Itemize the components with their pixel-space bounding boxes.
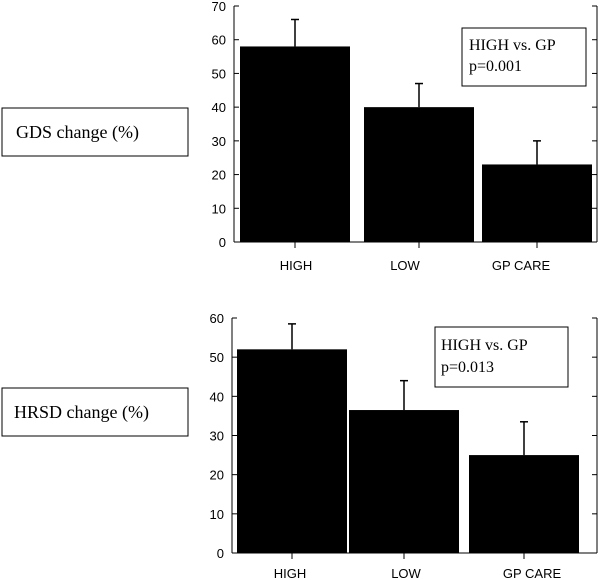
gds-bars	[240, 46, 592, 243]
gds-annotation-line-2: p=0.001	[469, 58, 522, 75]
hrsd-ylabel: HRSD change (%)	[14, 402, 149, 423]
hrsd-bar-high	[237, 349, 347, 553]
gds-annotation: HIGH vs. GP p=0.001	[461, 27, 587, 87]
hrsd-ylabel-box	[1, 387, 189, 437]
gds-x-tick-label: LOW	[390, 258, 420, 273]
gds-annotation-box	[461, 27, 587, 87]
hrsd-bar-gp-care	[469, 455, 579, 553]
hrsd-annotation-line-2: p=0.013	[441, 359, 494, 376]
hrsd-y-tick-label: 50	[210, 350, 224, 365]
hrsd-y-tick-label: 20	[210, 468, 224, 483]
gds-y-tick-label: 20	[212, 168, 226, 183]
gds-y-tick-label: 10	[212, 201, 226, 216]
gds-bar-high	[240, 46, 350, 243]
hrsd-annotation-box	[434, 326, 569, 388]
hrsd-y-tick-label: 10	[210, 507, 224, 522]
gds-y-tick-label: 0	[219, 235, 226, 250]
gds-bar-gp-care	[482, 164, 592, 242]
gds-y-tick-label: 40	[212, 100, 226, 115]
hrsd-annotation: HIGH vs. GP p=0.013	[434, 326, 569, 388]
gds-y-tick-label: 60	[212, 33, 226, 48]
hrsd-x-tick-label: GP CARE	[503, 566, 562, 580]
gds-plot-area: 0 10 20 30 40 50 60 70 HIGH LOW GP CARE	[212, 0, 598, 273]
hrsd-chart: HRSD change (%) 0 10 20 30 40 50 60 HIGH LOW GP …	[1, 311, 598, 580]
hrsd-error-bars	[288, 323, 528, 456]
hrsd-annotation-line-1: HIGH vs. GP	[441, 337, 528, 354]
hrsd-bar-low	[349, 410, 459, 553]
hrsd-x-tick-label: HIGH	[274, 566, 307, 580]
gds-y-ticks: 0 10 20 30 40 50 60 70	[212, 0, 597, 250]
hrsd-bars	[237, 349, 579, 553]
hrsd-plot-area: 0 10 20 30 40 50 60 HIGH LOW GP CARE	[210, 311, 598, 580]
gds-x-tick-label: GP CARE	[492, 258, 551, 273]
hrsd-y-tick-label: 40	[210, 389, 224, 404]
gds-annotation-line-1: HIGH vs. GP	[469, 37, 556, 54]
gds-x-ticks: HIGH LOW GP CARE	[280, 242, 551, 273]
gds-y-tick-label: 70	[212, 0, 226, 14]
hrsd-y-tick-label: 0	[217, 546, 224, 561]
hrsd-x-tick-label: LOW	[391, 566, 421, 580]
gds-y-tick-label: 30	[212, 134, 226, 149]
gds-ylabel: GDS change (%)	[16, 122, 139, 143]
hrsd-y-tick-label: 30	[210, 429, 224, 444]
gds-chart: GDS change (%) 0 10 20 30 40 50 60 70 HIGH LOW GP…	[1, 0, 598, 273]
hrsd-y-ticks: 0 10 20 30 40 50 60	[210, 311, 597, 561]
hrsd-x-ticks: HIGH LOW GP CARE	[274, 553, 562, 580]
gds-error-bars	[291, 18, 541, 165]
gds-x-tick-label: HIGH	[280, 258, 313, 273]
gds-y-tick-label: 50	[212, 66, 226, 81]
gds-bar-low	[364, 107, 474, 243]
gds-ylabel-box	[1, 107, 189, 157]
hrsd-y-tick-label: 60	[210, 311, 224, 326]
